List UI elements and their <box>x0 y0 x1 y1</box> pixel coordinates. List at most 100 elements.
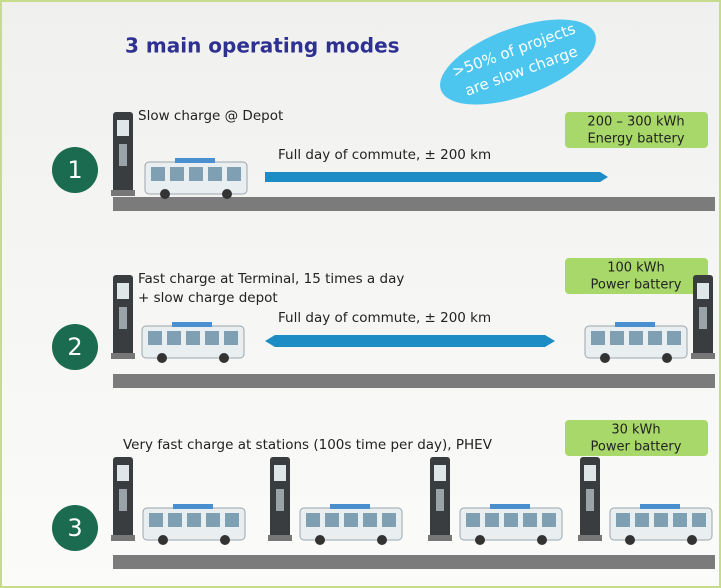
mode-number: 1 <box>67 156 82 184</box>
bus-window <box>610 331 624 345</box>
battery-label: Power battery <box>591 278 682 293</box>
bus-window <box>382 513 396 527</box>
bus-window <box>206 513 220 527</box>
bus <box>143 504 245 545</box>
battery-label: Power battery <box>591 440 682 455</box>
bus <box>585 322 687 363</box>
charger-plug <box>586 489 594 511</box>
bus-window <box>148 331 162 345</box>
bus-window <box>523 513 537 527</box>
bus-wheel <box>222 189 232 199</box>
bus-window <box>167 331 181 345</box>
charger-plug <box>436 489 444 511</box>
bus-wheel <box>662 353 672 363</box>
charger <box>111 275 135 359</box>
bus-window <box>205 331 219 345</box>
road <box>113 197 715 211</box>
charger-screen <box>117 120 129 136</box>
charger-base <box>428 535 452 541</box>
bus-window <box>225 513 239 527</box>
mode-description: Fast charge at Terminal, 15 times a day <box>138 271 404 287</box>
charger-base <box>578 535 602 541</box>
bus-window <box>654 513 668 527</box>
bus-roof <box>615 322 655 327</box>
bus-window <box>325 513 339 527</box>
charger-screen <box>274 465 286 481</box>
bus-window <box>616 513 630 527</box>
bus-window <box>363 513 377 527</box>
bus-window <box>189 167 203 181</box>
charger-plug <box>119 144 127 166</box>
charger-screen <box>117 465 129 481</box>
charger-base <box>691 353 715 359</box>
bus-wheel <box>220 535 230 545</box>
commute-arrow <box>265 335 555 347</box>
mode-number: 2 <box>67 333 82 361</box>
bus-window <box>344 513 358 527</box>
bus-wheel <box>687 535 697 545</box>
bus-wheel <box>315 535 325 545</box>
road <box>113 374 715 388</box>
charger <box>428 457 452 541</box>
bus-wheel <box>160 189 170 199</box>
bus-window <box>227 167 241 181</box>
bus-roof <box>490 504 530 509</box>
bus-wheel <box>157 353 167 363</box>
mode-description: + slow charge depot <box>138 290 278 306</box>
mode-description: Very fast charge at stations (100s time … <box>123 437 493 453</box>
bus-wheel <box>537 535 547 545</box>
bus-window <box>149 513 163 527</box>
bus <box>300 504 402 545</box>
charger <box>111 457 135 541</box>
commute-arrow <box>265 172 608 182</box>
charger-plug <box>276 489 284 511</box>
bus-window <box>186 331 200 345</box>
bus-window <box>692 513 706 527</box>
bus-wheel <box>219 353 229 363</box>
bus-window <box>151 167 165 181</box>
bus-wheel <box>600 353 610 363</box>
bus <box>610 504 712 545</box>
bus-window <box>629 331 643 345</box>
battery-label: 30 kWh <box>611 423 660 438</box>
bus <box>145 158 247 199</box>
bus-window <box>667 331 681 345</box>
charger-screen <box>697 283 709 299</box>
battery-label: Energy battery <box>587 132 684 147</box>
charger-plug <box>699 307 707 329</box>
charger-base <box>111 535 135 541</box>
bus-window <box>485 513 499 527</box>
charger-base <box>111 353 135 359</box>
bus-window <box>168 513 182 527</box>
bus-roof <box>173 504 213 509</box>
bus-window <box>224 331 238 345</box>
bus-window <box>170 167 184 181</box>
slide: 3 main operating modes >50% of projects … <box>0 0 721 588</box>
bus-window <box>591 331 605 345</box>
charger-plug <box>119 489 127 511</box>
battery-label: 100 kWh <box>607 261 665 276</box>
bus-window <box>542 513 556 527</box>
charger <box>111 112 135 196</box>
charger-screen <box>434 465 446 481</box>
charger <box>578 457 602 541</box>
bus-window <box>208 167 222 181</box>
charger-plug <box>119 307 127 329</box>
bus-wheel <box>158 535 168 545</box>
bus-wheel <box>377 535 387 545</box>
title: 3 main operating modes <box>125 34 400 58</box>
bus-window <box>673 513 687 527</box>
charger-base <box>111 190 135 196</box>
road <box>113 555 715 569</box>
bus-wheel <box>475 535 485 545</box>
commute-label: Full day of commute, ± 200 km <box>278 147 491 163</box>
bus <box>460 504 562 545</box>
bus-window <box>466 513 480 527</box>
charger-screen <box>584 465 596 481</box>
bus-roof <box>640 504 680 509</box>
charger <box>691 275 715 359</box>
mode-number: 3 <box>67 514 82 542</box>
bus-wheel <box>625 535 635 545</box>
bus-window <box>504 513 518 527</box>
bus-roof <box>172 322 212 327</box>
